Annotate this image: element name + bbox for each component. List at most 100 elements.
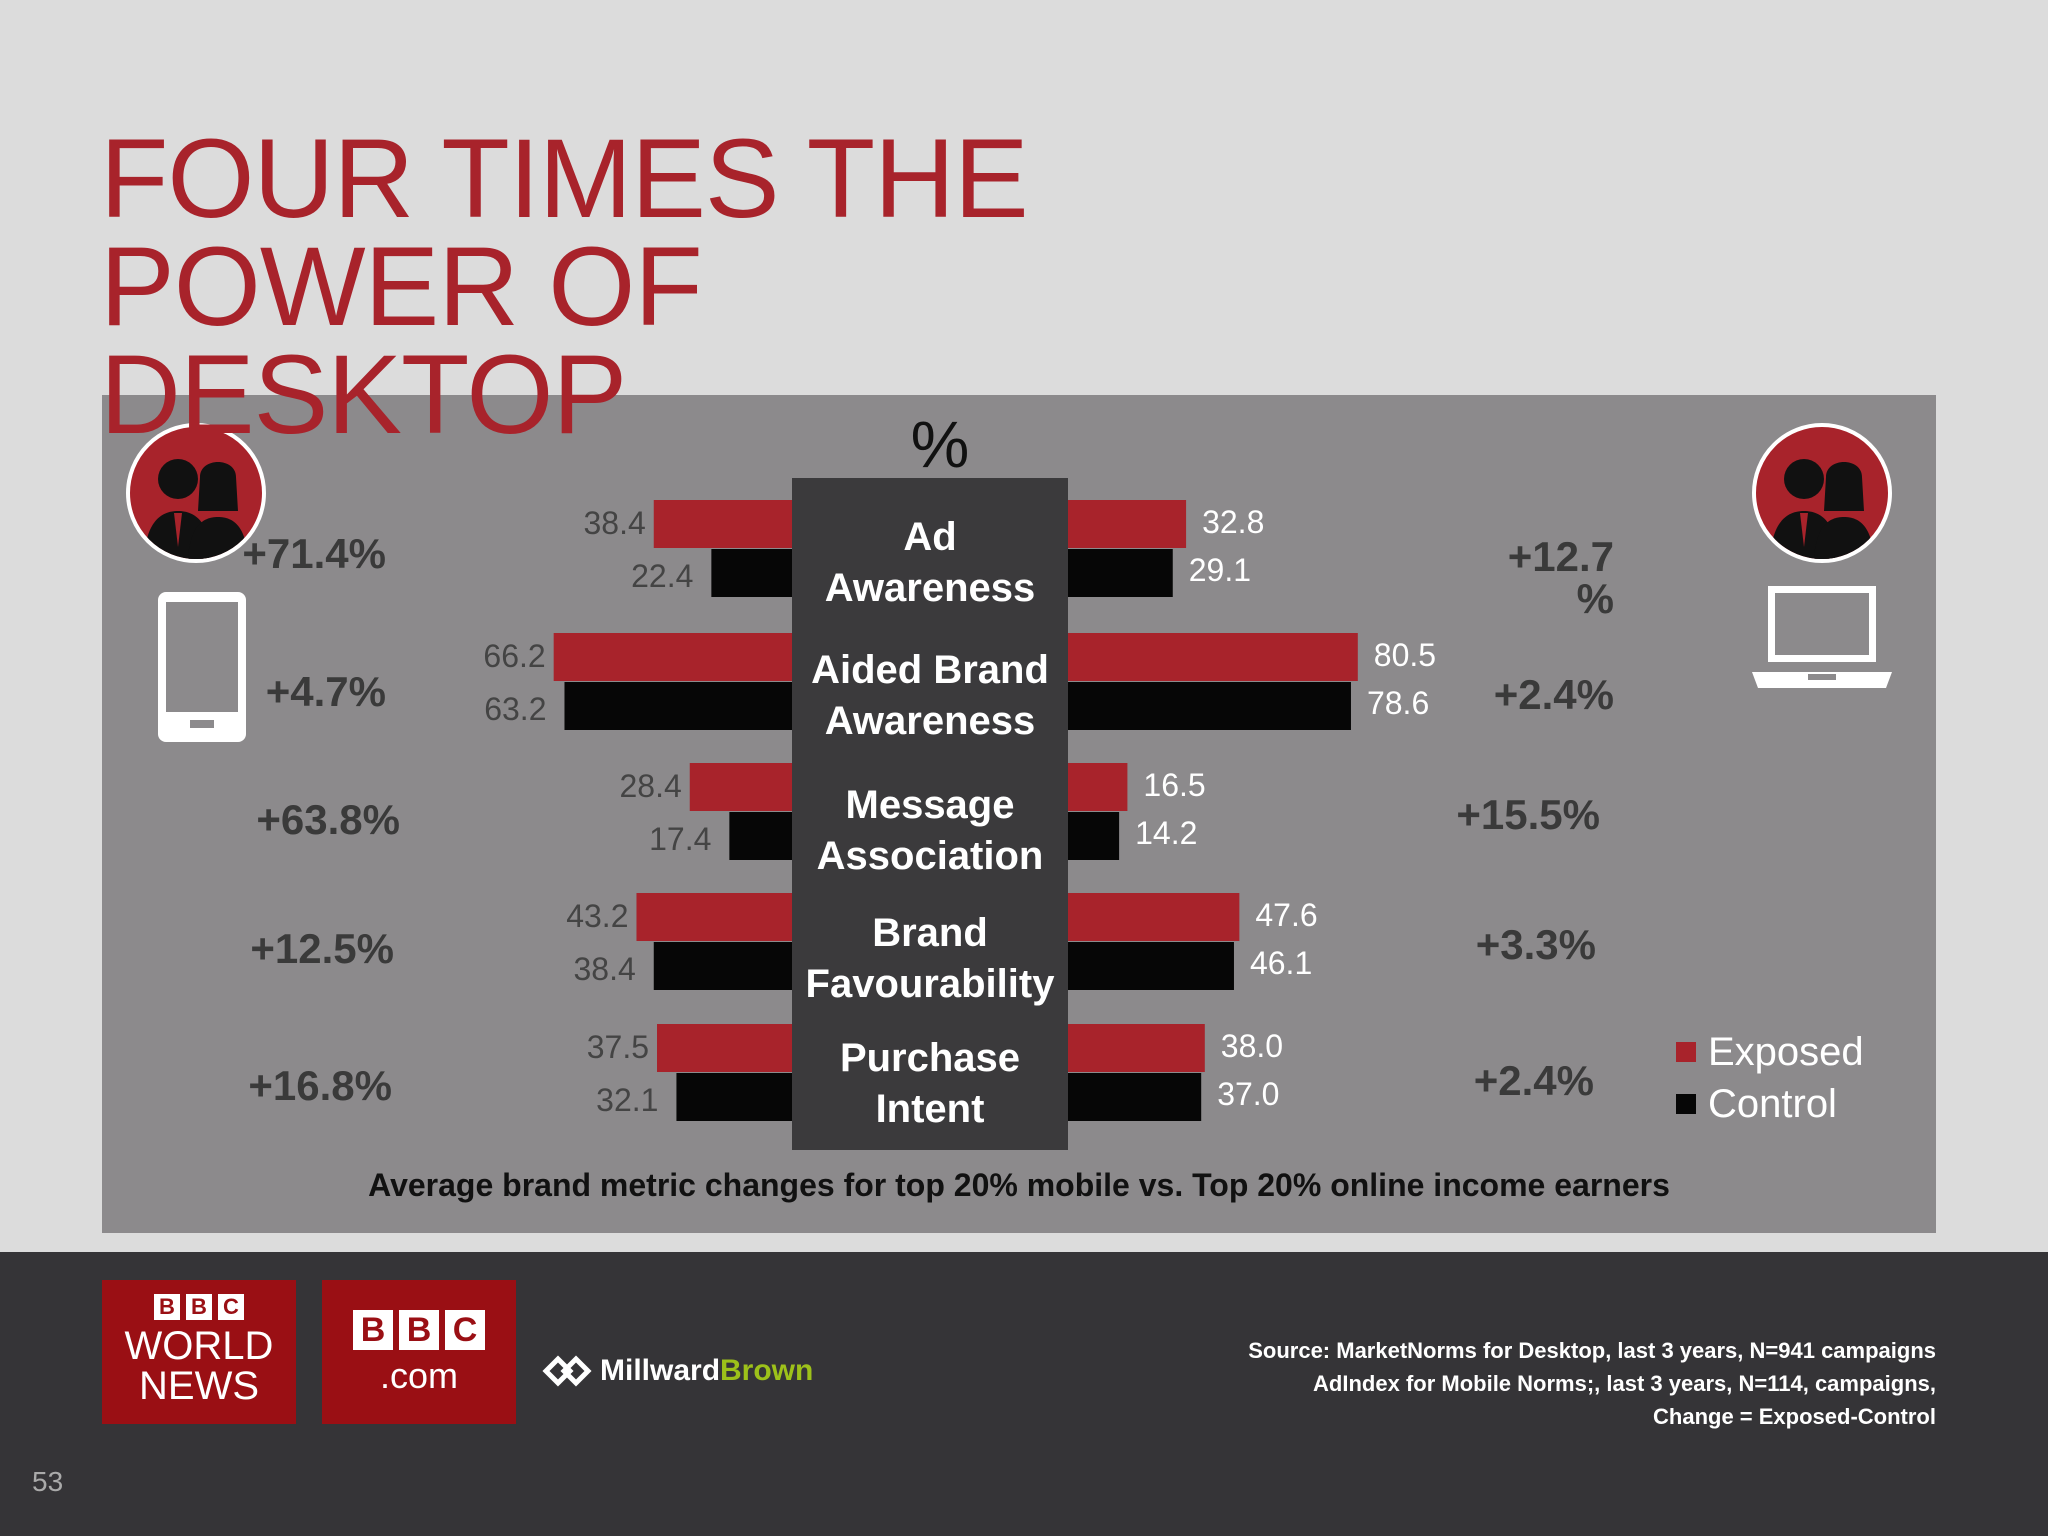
mobile-control-bar bbox=[564, 682, 792, 730]
category-label: Aided Brand Awareness bbox=[792, 645, 1068, 747]
mobile-control-bar bbox=[729, 812, 792, 860]
mobile-control-value: 38.4 bbox=[573, 951, 636, 987]
desktop-control-bar bbox=[1068, 549, 1173, 597]
desktop-change-value: +3.3% bbox=[1475, 921, 1596, 968]
people-avatar-right-icon bbox=[1752, 423, 1892, 563]
category-label-line: Ad bbox=[903, 515, 957, 559]
desktop-exposed-value: 16.5 bbox=[1143, 767, 1206, 803]
page-title: FOUR TIMES THE POWER OF DESKTOP bbox=[100, 116, 1029, 457]
desktop-exposed-value: 80.5 bbox=[1373, 637, 1437, 673]
millward-text: Millward bbox=[600, 1354, 721, 1387]
logo-block: B bbox=[154, 1294, 180, 1320]
brown-text: Brown bbox=[720, 1354, 814, 1387]
category-label-line: Brand bbox=[872, 911, 988, 955]
desktop-exposed-value: 32.8 bbox=[1202, 504, 1265, 540]
mobile-control-bar bbox=[676, 1073, 792, 1121]
category-label-line: Intent bbox=[875, 1087, 985, 1131]
unit-label: % bbox=[910, 407, 970, 481]
logo-block: B bbox=[399, 1310, 439, 1350]
mobile-change-value: +16.8% bbox=[248, 1062, 392, 1109]
category-label: Purchase Intent bbox=[792, 1033, 1068, 1135]
category-column: Ad Awareness Aided Brand Awareness Message As… bbox=[792, 478, 1068, 1150]
desktop-exposed-value: 38.0 bbox=[1220, 1028, 1284, 1064]
mobile-exposed-value: 38.4 bbox=[583, 505, 646, 541]
mobile-exposed-bar bbox=[689, 763, 792, 811]
legend-item-exposed: Exposed bbox=[1676, 1026, 1864, 1078]
mobile-exposed-bar bbox=[553, 633, 792, 681]
logo-line-news: NEWS bbox=[139, 1364, 259, 1408]
mobile-exposed-bar bbox=[636, 893, 792, 941]
category-label-line: Purchase bbox=[839, 1036, 1021, 1080]
logo-line-com: .com bbox=[379, 1355, 458, 1396]
mobile-control-bar bbox=[711, 549, 792, 597]
logo-block: C bbox=[445, 1310, 485, 1350]
laptop-icon bbox=[1752, 586, 1892, 688]
footer: B B C WORLD NEWS B B C .com Millward Brow… bbox=[0, 1252, 2048, 1536]
desktop-exposed-bar bbox=[1068, 500, 1187, 548]
category-label-line: Favourability bbox=[805, 962, 1055, 1006]
desktop-control-bar bbox=[1068, 682, 1351, 730]
mobile-change-value: +63.8% bbox=[256, 796, 400, 843]
mobile-change-value: +71.4% bbox=[242, 530, 386, 577]
desktop-control-value: 46.1 bbox=[1249, 945, 1313, 981]
chart-subtitle: Average brand metric changes for top 20%… bbox=[368, 1167, 1670, 1203]
category-label: Message Association bbox=[792, 780, 1068, 882]
category-label-line: Awareness bbox=[824, 566, 1036, 610]
legend-swatch-control bbox=[1676, 1094, 1696, 1114]
mobile-control-value: 32.1 bbox=[596, 1082, 659, 1118]
mobile-control-value: 63.2 bbox=[484, 691, 547, 727]
logo-block: B bbox=[353, 1310, 393, 1350]
logo-block: C bbox=[218, 1294, 244, 1320]
people-avatar-left-icon bbox=[126, 423, 266, 563]
desktop-control-value: 29.1 bbox=[1188, 552, 1252, 588]
desktop-change-value: +12.7 % bbox=[1507, 533, 1614, 622]
mobile-exposed-value: 28.4 bbox=[619, 768, 682, 804]
bbc-com-logo: B B C .com bbox=[322, 1280, 516, 1424]
desktop-exposed-bar bbox=[1068, 633, 1358, 681]
mobile-exposed-bar bbox=[653, 500, 792, 548]
logo-line-world: WORLD bbox=[124, 1324, 274, 1368]
millward-brown-mark-icon bbox=[542, 1355, 592, 1387]
page-number: 53 bbox=[32, 1466, 64, 1497]
mobile-control-value: 22.4 bbox=[631, 558, 694, 594]
desktop-control-bar bbox=[1068, 812, 1120, 860]
desktop-control-bar bbox=[1068, 1073, 1202, 1121]
legend-swatch-exposed bbox=[1676, 1042, 1696, 1062]
bbc-world-news-logo: B B C WORLD NEWS bbox=[102, 1280, 296, 1424]
desktop-exposed-bar bbox=[1068, 763, 1128, 811]
category-label-line: Aided Brand bbox=[811, 648, 1049, 692]
category-label: Ad Awareness bbox=[792, 512, 1068, 614]
chart-legend: Exposed Control bbox=[1676, 1026, 1864, 1130]
desktop-control-value: 14.2 bbox=[1135, 815, 1198, 851]
source-line: Source: MarketNorms for Desktop, last 3 … bbox=[1248, 1338, 1936, 1363]
category-label-line: Message bbox=[845, 783, 1015, 827]
legend-label-exposed: Exposed bbox=[1708, 1029, 1864, 1074]
desktop-control-value: 78.6 bbox=[1366, 685, 1430, 721]
mobile-exposed-value: 43.2 bbox=[566, 898, 629, 934]
category-label-line: Association bbox=[816, 834, 1044, 878]
desktop-exposed-value: 47.6 bbox=[1255, 897, 1318, 933]
mobile-control-bar bbox=[653, 942, 792, 990]
mobile-exposed-value: 37.5 bbox=[586, 1029, 649, 1065]
mobile-change-value: +12.5% bbox=[250, 925, 394, 972]
desktop-change-value: +2.4% bbox=[1493, 671, 1614, 718]
source-note: Source: MarketNorms for Desktop, last 3 … bbox=[1248, 1334, 1936, 1433]
mobile-exposed-value: 66.2 bbox=[483, 638, 546, 674]
desktop-exposed-bar bbox=[1068, 1024, 1205, 1072]
mobile-exposed-bar bbox=[657, 1024, 792, 1072]
source-line: Change = Exposed-Control bbox=[1653, 1404, 1936, 1429]
mobile-phone-icon bbox=[158, 592, 246, 742]
category-label: Brand Favourability bbox=[792, 908, 1068, 1010]
legend-item-control: Control bbox=[1676, 1078, 1864, 1130]
millward-brown-logo: Millward Brown bbox=[542, 1354, 813, 1388]
legend-label-control: Control bbox=[1708, 1081, 1837, 1126]
source-line: AdIndex for Mobile Norms;, last 3 years,… bbox=[1313, 1371, 1936, 1396]
category-label-line: Awareness bbox=[824, 699, 1036, 743]
desktop-exposed-bar bbox=[1068, 893, 1240, 941]
desktop-control-bar bbox=[1068, 942, 1234, 990]
mobile-control-value: 17.4 bbox=[649, 821, 712, 857]
desktop-change-value: +2.4% bbox=[1473, 1057, 1594, 1104]
desktop-change-value: +15.5% bbox=[1456, 791, 1600, 838]
mobile-change-value: +4.7% bbox=[265, 668, 386, 715]
